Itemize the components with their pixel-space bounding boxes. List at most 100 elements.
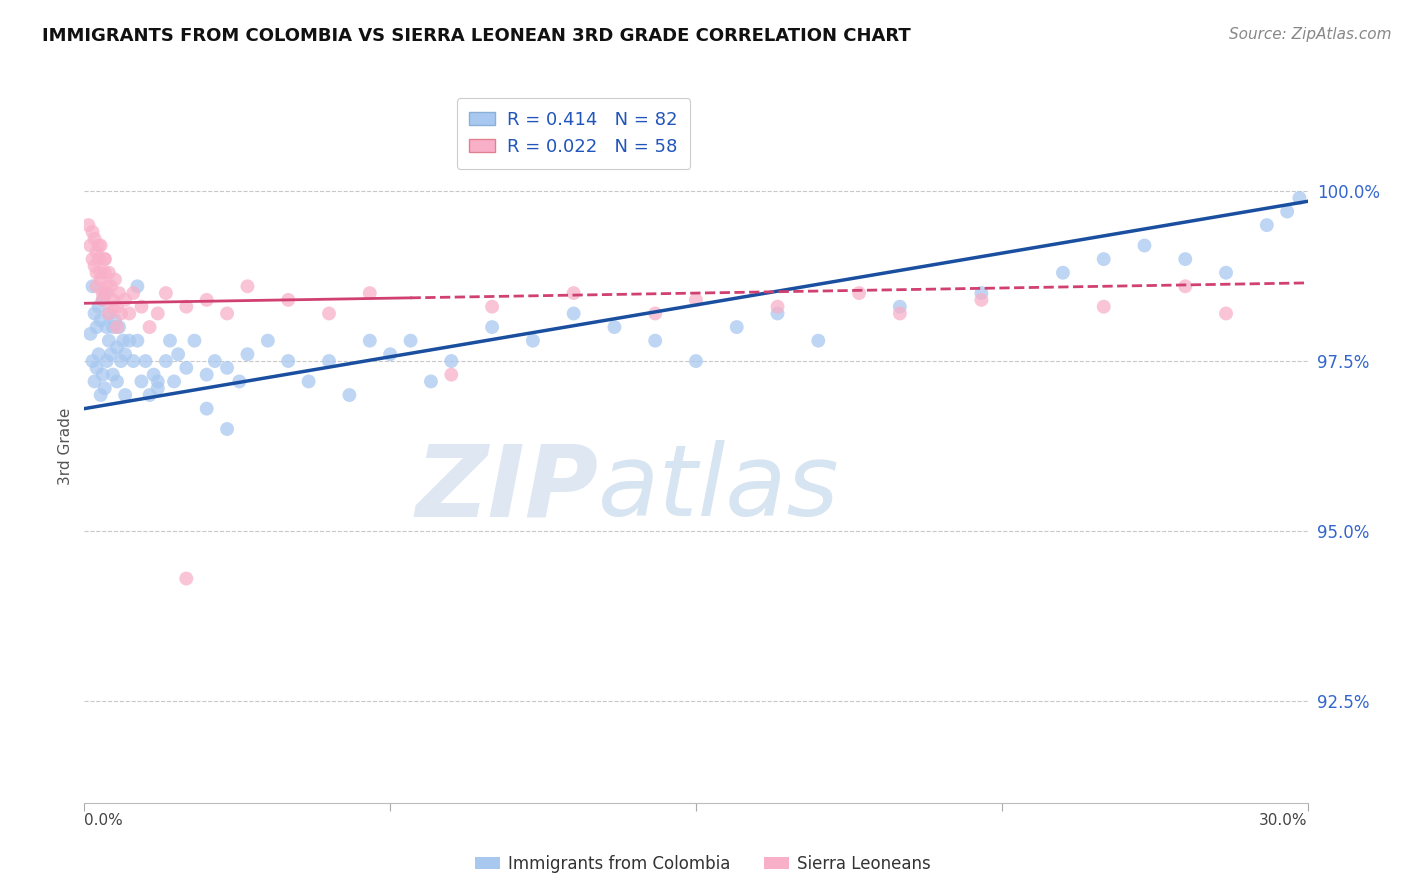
Point: [83, 375, 105, 389]
Point: [105, 375, 128, 389]
Point: [257, 334, 280, 348]
Text: ZIP: ZIP: [415, 441, 598, 537]
Point: [339, 388, 360, 402]
Point: [93, 286, 115, 301]
Point: [96, 354, 118, 368]
Point: [522, 334, 544, 348]
Point: [108, 286, 131, 301]
Point: [174, 300, 197, 314]
Point: [1133, 238, 1156, 252]
Point: [195, 401, 218, 416]
Point: [100, 347, 122, 361]
Point: [87, 347, 110, 361]
Point: [298, 375, 321, 389]
Point: [93, 266, 115, 280]
Point: [82, 354, 104, 368]
Point: [96, 279, 118, 293]
Point: [183, 334, 205, 348]
Point: [848, 286, 870, 301]
Point: [644, 306, 666, 320]
Point: [159, 334, 181, 348]
Point: [217, 422, 239, 436]
Point: [440, 354, 463, 368]
Point: [1288, 191, 1310, 205]
Point: [217, 360, 239, 375]
Point: [82, 225, 104, 239]
Point: [970, 293, 993, 307]
Point: [142, 368, 165, 382]
Point: [101, 293, 124, 307]
Point: [127, 334, 149, 348]
Point: [110, 354, 132, 368]
Legend: Immigrants from Colombia, Sierra Leoneans: Immigrants from Colombia, Sierra Leonean…: [468, 848, 938, 880]
Point: [127, 279, 149, 293]
Point: [1215, 266, 1237, 280]
Point: [101, 320, 124, 334]
Point: [110, 306, 132, 320]
Point: [90, 313, 112, 327]
Point: [82, 252, 104, 266]
Point: [807, 334, 830, 348]
Point: [685, 354, 707, 368]
Point: [889, 300, 911, 314]
Point: [440, 368, 463, 382]
Point: [104, 272, 127, 286]
Text: 30.0%: 30.0%: [1260, 813, 1308, 828]
Point: [138, 388, 160, 402]
Point: [90, 238, 112, 252]
Point: [1277, 204, 1299, 219]
Point: [889, 306, 911, 320]
Point: [236, 347, 259, 361]
Point: [108, 320, 131, 334]
Point: [79, 326, 101, 341]
Text: 0.0%: 0.0%: [84, 813, 124, 828]
Point: [91, 286, 114, 301]
Point: [155, 286, 177, 301]
Point: [83, 259, 105, 273]
Point: [481, 300, 503, 314]
Point: [359, 286, 381, 301]
Point: [93, 252, 115, 266]
Text: atlas: atlas: [598, 441, 839, 537]
Point: [195, 293, 218, 307]
Point: [1174, 252, 1197, 266]
Point: [86, 360, 108, 375]
Point: [167, 347, 190, 361]
Point: [77, 218, 100, 232]
Point: [96, 286, 118, 301]
Point: [86, 245, 108, 260]
Text: IMMIGRANTS FROM COLOMBIA VS SIERRA LEONEAN 3RD GRADE CORRELATION CHART: IMMIGRANTS FROM COLOMBIA VS SIERRA LEONE…: [42, 27, 911, 45]
Point: [766, 300, 789, 314]
Point: [131, 300, 153, 314]
Point: [562, 286, 585, 301]
Point: [100, 279, 122, 293]
Point: [420, 375, 443, 389]
Point: [112, 334, 135, 348]
Point: [118, 334, 141, 348]
Point: [1256, 218, 1278, 232]
Point: [114, 347, 136, 361]
Text: Source: ZipAtlas.com: Source: ZipAtlas.com: [1229, 27, 1392, 42]
Point: [228, 375, 250, 389]
Point: [82, 279, 104, 293]
Point: [118, 306, 141, 320]
Point: [131, 375, 153, 389]
Point: [399, 334, 422, 348]
Point: [90, 272, 112, 286]
Point: [318, 354, 340, 368]
Point: [79, 238, 101, 252]
Point: [83, 306, 105, 320]
Point: [91, 293, 114, 307]
Legend: R = 0.414   N = 82, R = 0.022   N = 58: R = 0.414 N = 82, R = 0.022 N = 58: [457, 98, 690, 169]
Point: [146, 375, 169, 389]
Point: [101, 368, 124, 382]
Point: [359, 334, 381, 348]
Point: [97, 334, 120, 348]
Point: [603, 320, 626, 334]
Point: [104, 313, 127, 327]
Point: [1215, 306, 1237, 320]
Point: [146, 381, 169, 395]
Point: [277, 354, 299, 368]
Point: [204, 354, 226, 368]
Point: [87, 300, 110, 314]
